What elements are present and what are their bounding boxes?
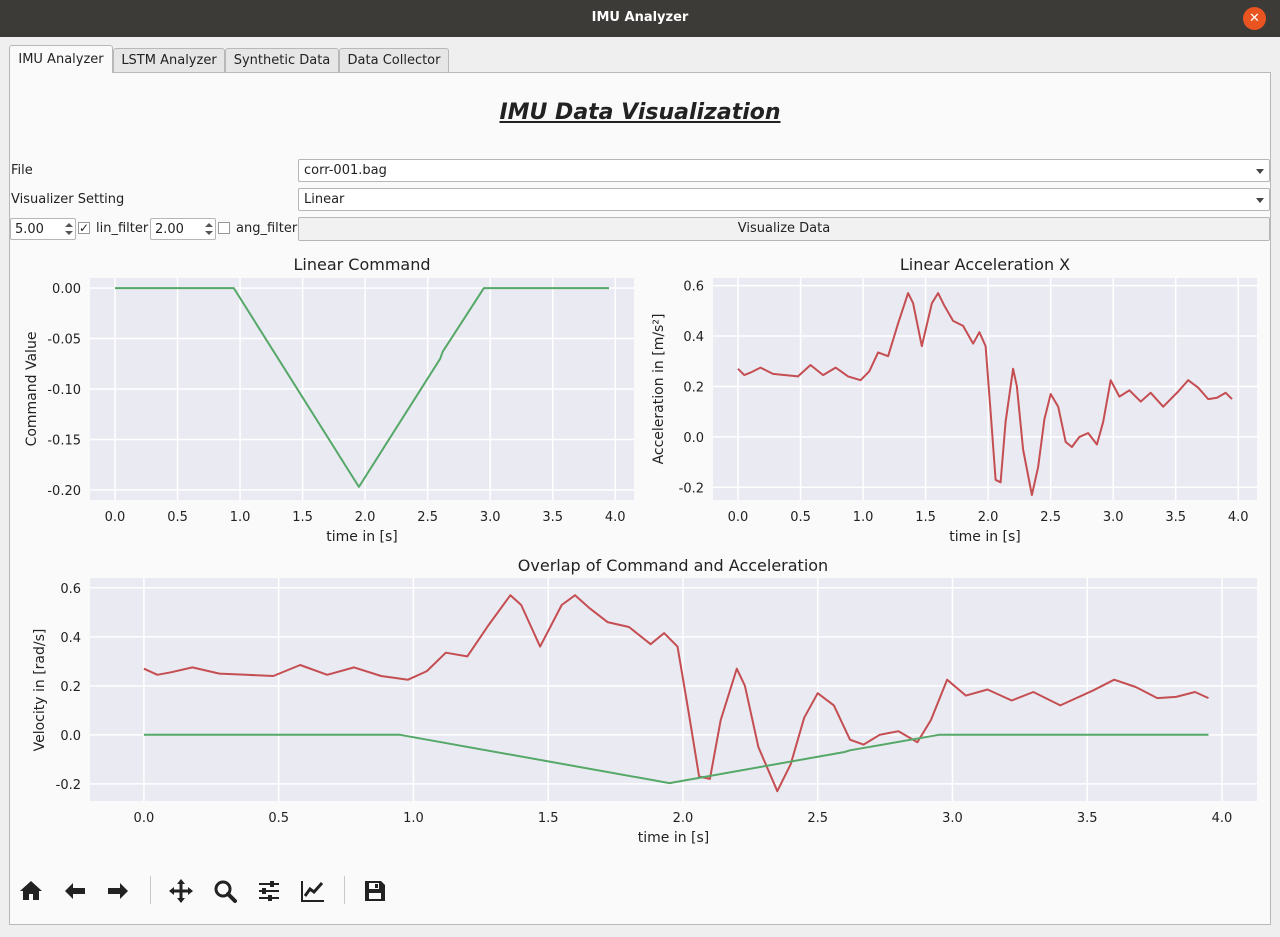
spin-down-icon[interactable] — [205, 231, 213, 235]
x-tick-label: 0.5 — [167, 510, 188, 525]
series-line — [115, 287, 609, 488]
zoom-icon[interactable] — [210, 876, 240, 906]
ang-filter-label: ang_filter — [236, 221, 298, 236]
chart-title: Linear Acceleration X — [900, 255, 1070, 274]
window-title: IMU Analyzer — [591, 10, 689, 25]
y-tick-label: -0.2 — [679, 481, 704, 496]
x-tick-label: 4.0 — [1212, 811, 1233, 826]
file-select-value: corr-001.bag — [304, 163, 387, 178]
y-tick-label: 0.00 — [52, 282, 81, 297]
x-tick-label: 3.0 — [942, 811, 963, 826]
file-select[interactable]: corr-001.bag — [298, 159, 1270, 182]
y-tick-label: -0.15 — [47, 433, 81, 448]
window-titlebar: IMU Analyzer ✕ — [0, 0, 1280, 37]
lin-filter-label: lin_filter — [96, 221, 149, 236]
configure-subplots-icon[interactable] — [254, 876, 284, 906]
y-axis-label: Velocity in [rad/s] — [32, 629, 48, 752]
x-axis-label: time in [s] — [949, 529, 1021, 545]
home-icon[interactable] — [16, 876, 46, 906]
x-tick-label: 4.0 — [605, 510, 626, 525]
lin-filter-checkbox[interactable]: ✓ — [78, 222, 90, 234]
visualizer-setting-value: Linear — [304, 192, 345, 207]
x-axis-label: time in [s] — [326, 529, 398, 545]
y-tick-label: 0.0 — [60, 729, 81, 744]
page-title: IMU Data Visualization — [499, 100, 781, 125]
chevron-down-icon — [1256, 198, 1264, 203]
y-tick-label: 0.2 — [683, 380, 704, 395]
x-tick-label: 0.0 — [105, 510, 126, 525]
x-tick-label: 4.0 — [1228, 510, 1249, 525]
x-tick-label: 3.0 — [1103, 510, 1124, 525]
edit-axis-icon[interactable] — [298, 876, 328, 906]
visualizer-setting-select[interactable]: Linear — [298, 188, 1270, 211]
y-tick-label: 0.6 — [683, 280, 704, 295]
y-tick-label: -0.05 — [47, 333, 81, 348]
x-tick-label: 3.0 — [480, 510, 501, 525]
spin-up-icon[interactable] — [205, 223, 213, 227]
y-axis-label: Command Value — [24, 332, 40, 447]
ang-filter-spinbox[interactable]: 2.00 — [150, 218, 216, 240]
y-tick-label: 0.4 — [60, 631, 81, 646]
chart-title: Overlap of Command and Acceleration — [518, 556, 828, 575]
forward-arrow-icon[interactable] — [103, 876, 133, 906]
toolbar-separator — [344, 876, 345, 904]
x-tick-label: 3.5 — [1077, 811, 1098, 826]
x-tick-label: 0.5 — [790, 510, 811, 525]
x-tick-label: 1.5 — [538, 811, 559, 826]
x-tick-label: 3.5 — [1165, 510, 1186, 525]
x-tick-label: 0.0 — [134, 811, 155, 826]
lin-filter-spinbox[interactable]: 5.00 — [10, 218, 76, 240]
lin-filter-value: 5.00 — [15, 222, 44, 237]
y-tick-label: -0.2 — [56, 778, 81, 793]
y-axis-label: Acceleration in [m/s²] — [651, 314, 667, 465]
y-tick-label: -0.10 — [47, 383, 81, 398]
x-tick-label: 1.0 — [853, 510, 874, 525]
file-label: File — [11, 163, 33, 178]
x-tick-label: 0.5 — [268, 811, 289, 826]
close-icon: ✕ — [1249, 11, 1260, 26]
plot-area — [90, 578, 1257, 801]
x-tick-label: 3.5 — [542, 510, 563, 525]
visualize-data-button[interactable]: Visualize Data — [298, 217, 1270, 241]
y-tick-label: 0.0 — [683, 431, 704, 446]
series-line — [143, 733, 1209, 785]
chevron-down-icon — [1256, 169, 1264, 174]
pan-icon[interactable] — [166, 876, 196, 906]
checkmark-icon: ✓ — [79, 221, 90, 235]
tab-data-collector[interactable]: Data Collector — [339, 48, 449, 72]
tab-lstm-analyzer[interactable]: LSTM Analyzer — [113, 48, 225, 72]
tab-synthetic-data[interactable]: Synthetic Data — [225, 48, 339, 72]
back-arrow-icon[interactable] — [60, 876, 90, 906]
x-tick-label: 2.5 — [807, 811, 828, 826]
y-tick-label: 0.4 — [683, 330, 704, 345]
x-tick-label: 2.5 — [1040, 510, 1061, 525]
ang-filter-checkbox[interactable] — [218, 222, 230, 234]
series-line — [737, 292, 1233, 496]
x-tick-label: 1.5 — [915, 510, 936, 525]
x-tick-label: 2.0 — [673, 811, 694, 826]
x-tick-label: 2.5 — [417, 510, 438, 525]
visualizer-setting-label: Visualizer Setting — [11, 192, 125, 207]
y-tick-label: -0.20 — [47, 484, 81, 499]
spin-down-icon[interactable] — [65, 231, 73, 235]
tab-imu-analyzer[interactable]: IMU Analyzer — [9, 45, 113, 73]
plot-area — [713, 278, 1257, 500]
chart-title: Linear Command — [293, 255, 430, 274]
toolbar-separator — [150, 876, 151, 904]
x-tick-label: 1.5 — [292, 510, 313, 525]
save-icon[interactable] — [360, 876, 390, 906]
x-tick-label: 2.0 — [978, 510, 999, 525]
x-axis-label: time in [s] — [638, 830, 710, 846]
x-tick-label: 1.0 — [230, 510, 251, 525]
y-tick-label: 0.2 — [60, 680, 81, 695]
x-tick-label: 0.0 — [728, 510, 749, 525]
close-button[interactable]: ✕ — [1243, 7, 1266, 30]
x-tick-label: 2.0 — [355, 510, 376, 525]
ang-filter-value: 2.00 — [155, 222, 184, 237]
spin-up-icon[interactable] — [65, 223, 73, 227]
y-tick-label: 0.6 — [60, 582, 81, 597]
x-tick-label: 1.0 — [403, 811, 424, 826]
